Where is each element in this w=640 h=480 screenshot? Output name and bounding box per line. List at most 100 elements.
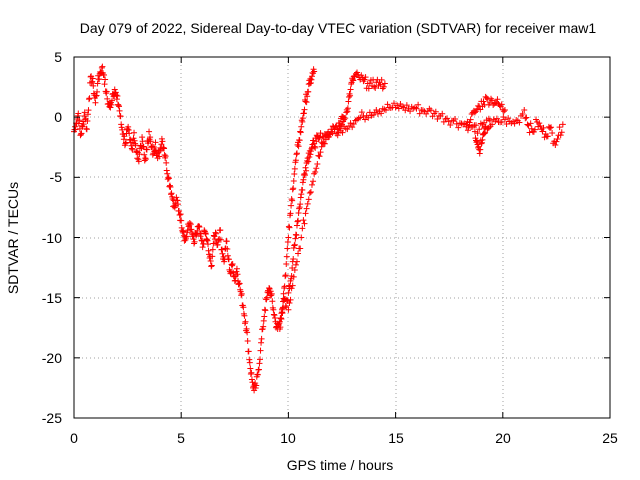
data-point [297, 129, 304, 136]
data-point [297, 201, 304, 208]
data-point [212, 229, 219, 236]
data-point [163, 167, 170, 174]
data-point [136, 151, 143, 158]
data-point [305, 88, 312, 95]
data-point [99, 63, 106, 70]
data-point [115, 102, 122, 109]
data-point [219, 250, 226, 257]
data-point [244, 337, 251, 344]
data-point [267, 288, 274, 295]
data-point [481, 130, 488, 137]
data-point [261, 306, 268, 313]
data-point [536, 120, 543, 127]
data-point [208, 262, 215, 269]
data-point [524, 121, 531, 128]
data-point [511, 120, 518, 127]
data-point [503, 121, 510, 128]
data-point [268, 292, 275, 299]
data-point [229, 260, 236, 267]
data-point [466, 122, 473, 129]
data-point [78, 130, 85, 137]
data-point [337, 127, 344, 134]
data-point [311, 68, 318, 75]
data-point [302, 164, 309, 171]
data-point [277, 315, 284, 322]
data-point [122, 140, 129, 147]
data-point [161, 151, 168, 158]
data-point [293, 222, 300, 229]
data-point [468, 111, 475, 118]
x-tick-label: 0 [70, 430, 78, 446]
data-point [299, 187, 306, 194]
data-point [161, 145, 168, 152]
data-point [195, 222, 202, 229]
data-point [539, 128, 546, 135]
data-point [413, 105, 420, 112]
data-point [234, 271, 241, 278]
data-point [75, 110, 82, 117]
data-point [350, 121, 357, 128]
data-point [310, 178, 317, 185]
data-point [476, 126, 483, 133]
data-point [291, 242, 298, 249]
data-point [118, 124, 125, 131]
x-axis-label: GPS time / hours [287, 457, 394, 473]
axis-ticks [73, 56, 611, 419]
data-point [224, 252, 231, 259]
data-point [295, 250, 302, 257]
data-point [300, 217, 307, 224]
data-point [190, 236, 197, 243]
data-point [289, 186, 296, 193]
data-point [486, 117, 493, 124]
data-point [537, 122, 544, 129]
data-point [494, 96, 501, 103]
data-point [204, 237, 211, 244]
data-point [501, 106, 508, 113]
data-point [83, 126, 90, 133]
data-point [329, 129, 336, 136]
data-point [166, 182, 173, 189]
data-point [347, 120, 354, 127]
data-point [132, 142, 139, 149]
data-point [300, 176, 307, 183]
data-point [415, 101, 422, 108]
data-point [147, 138, 154, 145]
data-point [113, 96, 120, 103]
data-point [373, 106, 380, 113]
data-point [164, 170, 171, 177]
data-point [362, 116, 369, 123]
data-point [159, 138, 166, 145]
y-tick-label: -10 [42, 230, 62, 246]
data-point [165, 175, 172, 182]
data-point [168, 190, 175, 197]
data-point [246, 359, 253, 366]
data-point [119, 126, 126, 133]
data-point [540, 124, 547, 131]
data-point [210, 240, 217, 247]
data-point [293, 150, 300, 157]
data-point [483, 94, 490, 101]
data-point [295, 143, 302, 150]
data-point [489, 121, 496, 128]
data-point [288, 196, 295, 203]
data-point [302, 98, 309, 105]
data-point [559, 121, 566, 128]
data-point [307, 80, 314, 87]
data-point [284, 245, 291, 252]
data-point [72, 123, 79, 130]
data-point [305, 196, 312, 203]
data-point [300, 110, 307, 117]
data-point [193, 232, 200, 239]
data-point [344, 108, 351, 115]
data-point [302, 172, 309, 179]
data-point [303, 99, 310, 106]
data-point [213, 230, 220, 237]
data-point [147, 134, 154, 141]
data-point [344, 105, 351, 112]
data-point [94, 80, 101, 87]
data-point [84, 118, 91, 125]
data-point [257, 347, 264, 354]
data-point [202, 229, 209, 236]
data-point [298, 234, 305, 241]
